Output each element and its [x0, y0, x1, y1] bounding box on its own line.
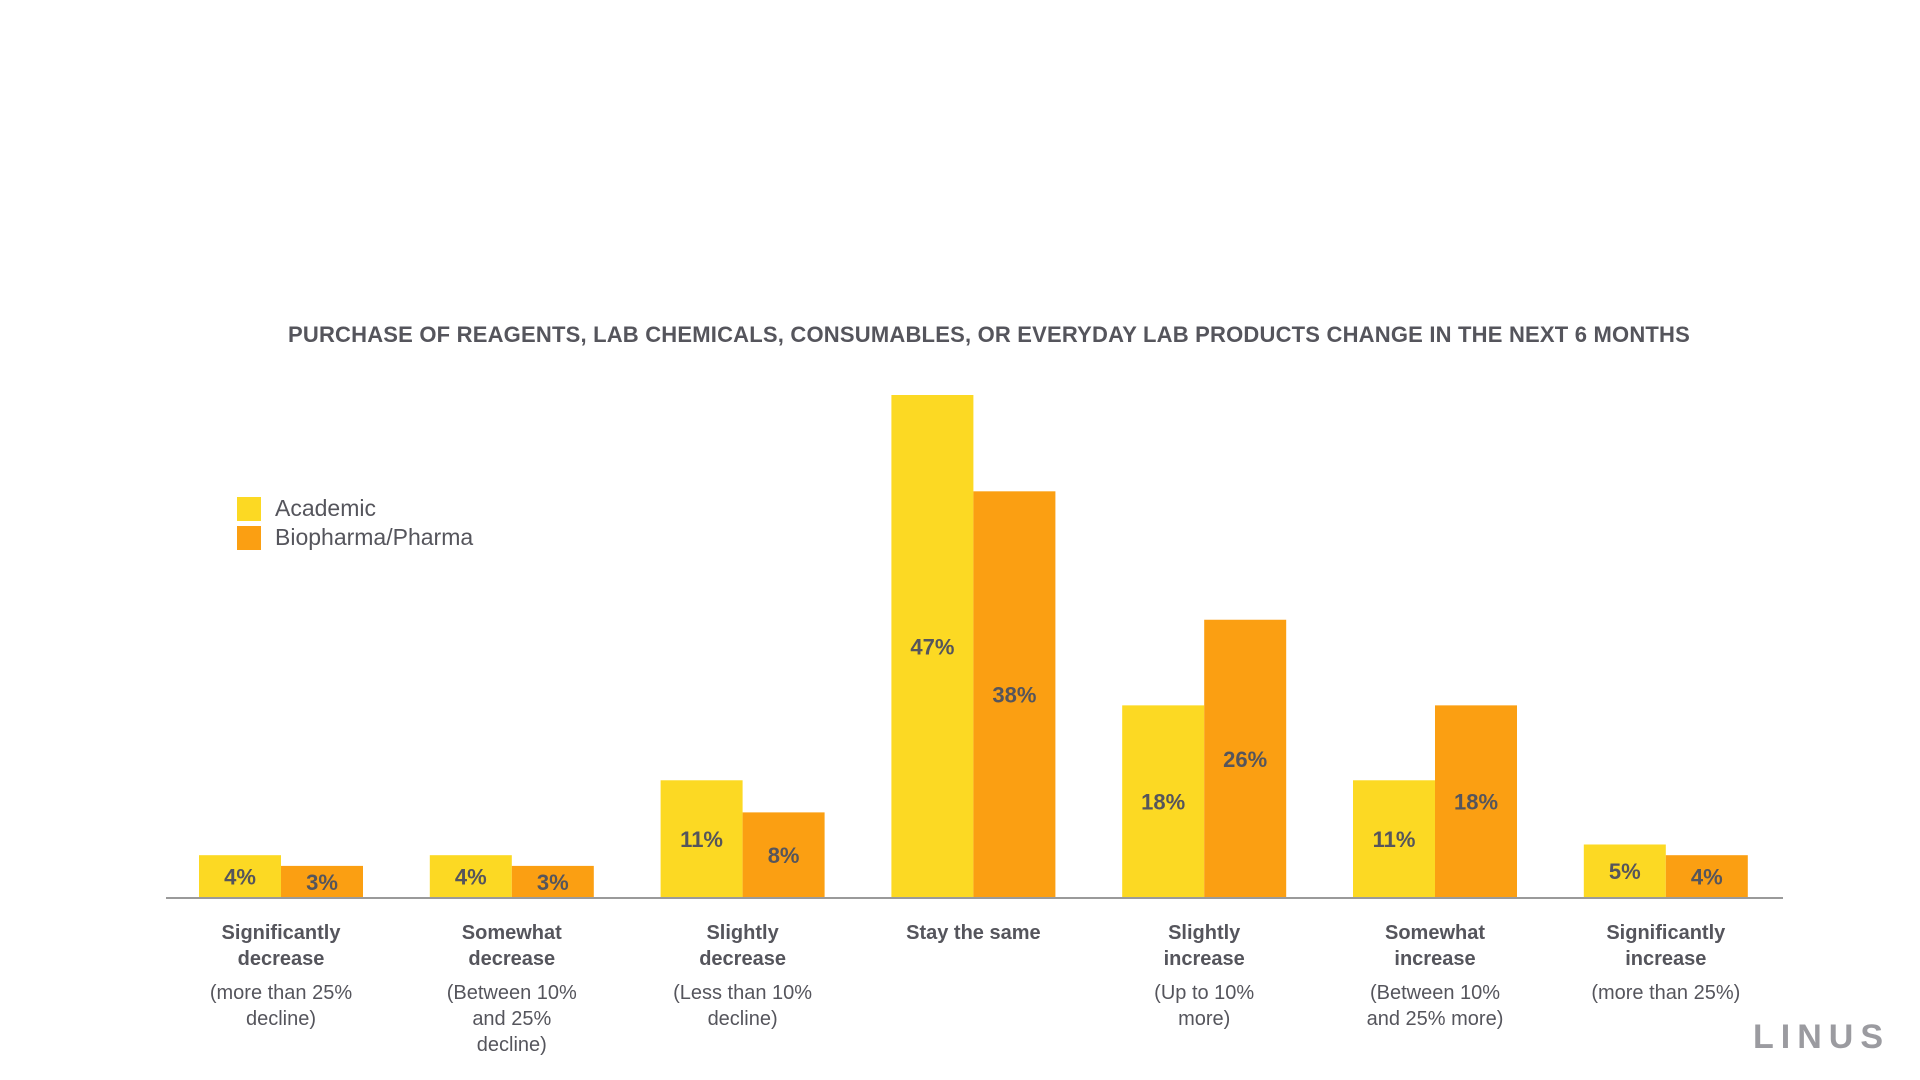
category-title-line: Somewhat — [461, 922, 562, 944]
value-label-academic-1: 4% — [455, 865, 487, 890]
value-label-pharma-3: 38% — [992, 683, 1036, 708]
category-subtitle-line: (more than 25%) — [1591, 982, 1741, 1004]
category-title-line: Significantly — [221, 922, 341, 944]
bar-pharma-3 — [973, 491, 1056, 898]
category-subtitle-line: (Up to 10% — [1154, 982, 1255, 1004]
category-label-5: Somewhat increase (Between 10% and 25% more… — [1320, 920, 1550, 1032]
bars-layer — [199, 395, 1748, 898]
value-label-academic-6: 5% — [1609, 859, 1641, 884]
category-label-1: Somewhat decrease (Between 10% and 25% decli… — [397, 920, 627, 1058]
category-subtitle-line: decline) — [707, 1008, 778, 1030]
value-label-pharma-4: 26% — [1223, 747, 1267, 772]
category-subtitle-6: (more than 25%) — [1551, 980, 1781, 1006]
category-subtitle-line: (Between 10% — [446, 982, 577, 1004]
legend-label-pharma: Biopharma/Pharma — [275, 524, 474, 550]
category-subtitle-1: (Between 10% and 25% decline) — [397, 980, 627, 1058]
bar-academic-5 — [1353, 780, 1435, 898]
category-subtitle-line: decline) — [476, 1034, 547, 1056]
bar-academic-3 — [891, 395, 974, 898]
category-subtitle-line: (Between 10% — [1369, 982, 1501, 1004]
category-label-6: Significantly increase (more than 25%) — [1551, 920, 1781, 1006]
category-title-6: Significantly increase — [1551, 920, 1781, 972]
legend-swatch-pharma — [237, 525, 261, 550]
legend-swatch-academic — [237, 496, 261, 521]
category-title-5: Somewhat increase — [1320, 920, 1550, 972]
value-label-pharma-2: 8% — [768, 843, 800, 868]
bar-pharma-1 — [511, 865, 594, 898]
category-subtitle-line: and 25% — [472, 1008, 552, 1030]
legend-item-academic: Academic — [237, 494, 473, 523]
bar-academic-1 — [429, 855, 512, 898]
value-labels-layer: 4% 3% 4% 3% 11% 8% 47% 38% 18% 26% 11% 18% 5% 4% — [224, 635, 1723, 895]
category-title-line: decrease — [237, 948, 325, 970]
category-title-2: Slightly decrease — [628, 920, 858, 972]
category-title-line: decrease — [699, 948, 786, 970]
category-title-0: Significantly decrease — [166, 920, 396, 972]
category-title-line: Slightly — [706, 922, 779, 944]
category-title-line: increase — [1163, 948, 1245, 970]
category-label-4: Slightly increase (Up to 10% more) — [1089, 920, 1319, 1032]
category-subtitle-line: (Less than 10% — [673, 982, 813, 1004]
bar-pharma-0 — [281, 865, 363, 898]
legend-label-academic: Academic — [275, 495, 376, 521]
value-label-pharma-5: 18% — [1454, 790, 1498, 815]
value-label-pharma-1: 3% — [537, 870, 569, 895]
category-subtitle-line: and 25% more) — [1366, 1008, 1504, 1030]
bar-academic-0 — [199, 855, 281, 898]
value-label-academic-2: 11% — [680, 827, 723, 852]
category-subtitle-2: (Less than 10% decline) — [628, 980, 858, 1032]
value-label-academic-5: 11% — [1373, 827, 1416, 852]
category-title-line: increase — [1625, 948, 1707, 970]
bar-pharma-5 — [1435, 705, 1517, 898]
bar-pharma-2 — [742, 812, 825, 898]
category-subtitle-0: (more than 25% decline) — [166, 980, 396, 1032]
linus-logo: LINUS — [1753, 1018, 1890, 1056]
chart-title: PURCHASE OF REAGENTS, LAB CHEMICALS, CON… — [287, 322, 1691, 347]
bar-academic-2 — [660, 780, 743, 898]
category-title-line: Slightly — [1168, 922, 1241, 944]
value-label-pharma-6: 4% — [1691, 865, 1723, 890]
category-title-1: Somewhat decrease — [397, 920, 627, 972]
category-title-line: Significantly — [1606, 922, 1726, 944]
legend-item-pharma: Biopharma/Pharma — [237, 523, 473, 552]
category-title-line: Somewhat — [1384, 922, 1486, 944]
category-title-3: Stay the same — [858, 920, 1088, 946]
category-subtitle-5: (Between 10% and 25% more) — [1320, 980, 1550, 1032]
category-subtitle-line: decline) — [245, 1008, 317, 1030]
category-label-0: Significantly decrease (more than 25% decli… — [166, 920, 396, 1032]
category-title-line: Stay the same — [906, 922, 1041, 944]
value-label-academic-3: 47% — [910, 635, 954, 660]
legend: Academic Biopharma/Pharma — [237, 494, 473, 552]
value-label-academic-4: 18% — [1141, 790, 1185, 815]
value-label-academic-0: 4% — [224, 865, 256, 890]
bar-academic-6 — [1583, 844, 1666, 898]
category-title-line: decrease — [468, 948, 556, 970]
value-label-pharma-0: 3% — [306, 870, 338, 895]
category-title-4: Slightly increase — [1089, 920, 1319, 972]
category-label-2: Slightly decrease (Less than 10% decline) — [628, 920, 858, 1032]
category-subtitle-4: (Up to 10% more) — [1089, 980, 1319, 1032]
category-label-3: Stay the same — [858, 920, 1088, 946]
bar-pharma-4 — [1204, 619, 1287, 898]
bar-academic-4 — [1122, 705, 1205, 898]
category-title-line: increase — [1394, 948, 1476, 970]
category-subtitle-line: (more than 25% — [209, 982, 353, 1004]
bar-pharma-6 — [1665, 855, 1748, 898]
category-subtitle-line: more) — [1178, 1008, 1231, 1030]
